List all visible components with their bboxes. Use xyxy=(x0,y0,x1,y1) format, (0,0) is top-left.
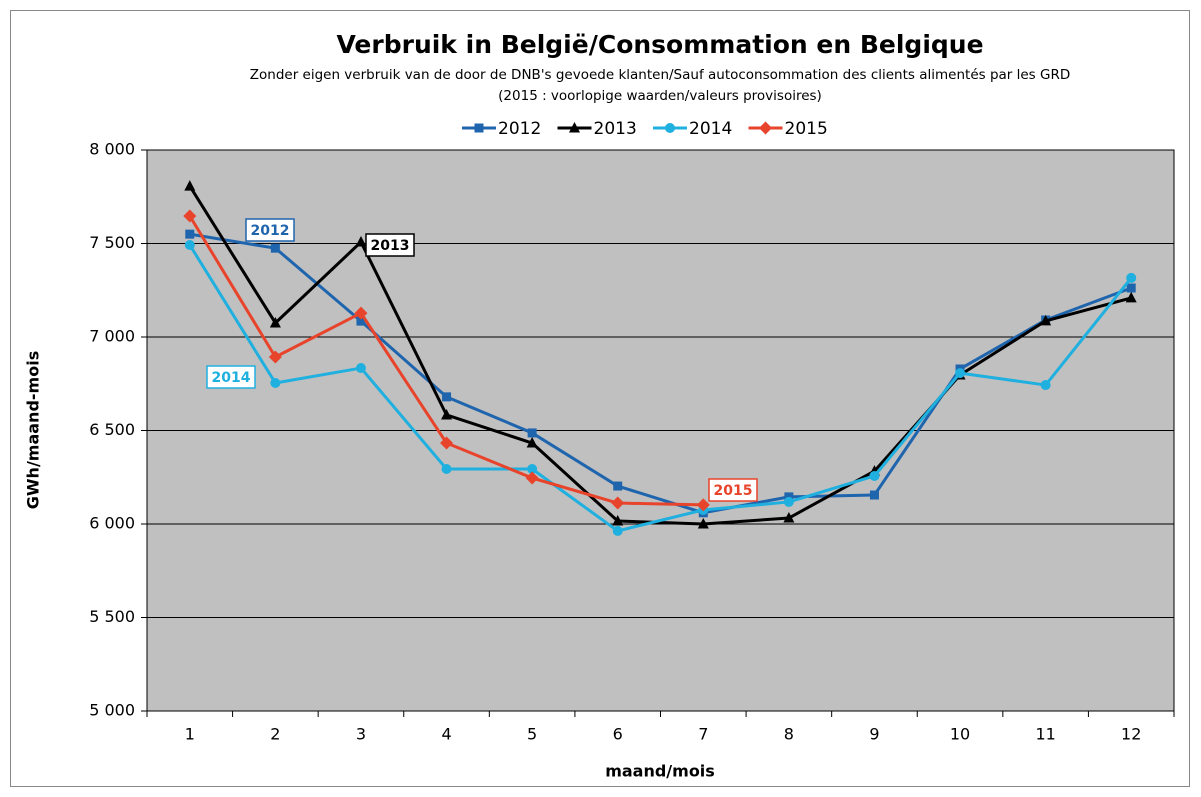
data-point xyxy=(269,316,281,328)
legend-label: 2013 xyxy=(594,119,637,139)
data-point xyxy=(441,408,453,420)
data-point xyxy=(527,428,537,438)
data-point xyxy=(268,350,282,364)
data-point xyxy=(183,209,197,223)
data-point xyxy=(612,525,623,536)
data-point xyxy=(1126,272,1137,283)
y-tick-label: 7 000 xyxy=(89,327,135,346)
x-tick-label: 3 xyxy=(356,725,366,744)
annotation: 2012 xyxy=(251,223,290,239)
data-point xyxy=(270,243,280,253)
data-point xyxy=(1040,380,1051,391)
data-point xyxy=(442,392,452,402)
data-point xyxy=(355,236,367,247)
legend-label: 2014 xyxy=(689,119,732,139)
x-tick-label: 11 xyxy=(1035,725,1055,744)
x-tick-label: 10 xyxy=(950,725,970,744)
data-point xyxy=(1126,283,1136,293)
data-point xyxy=(1125,291,1137,303)
annotation-box xyxy=(206,365,256,389)
data-point xyxy=(869,470,880,481)
legend-label: 2015 xyxy=(785,119,828,139)
data-point xyxy=(184,239,195,250)
x-tick-label: 5 xyxy=(527,725,537,744)
data-point xyxy=(697,518,709,529)
data-point xyxy=(527,464,538,475)
legend-label: 2012 xyxy=(498,119,541,139)
series-line xyxy=(189,232,1132,515)
legend-marker xyxy=(569,122,580,133)
data-point xyxy=(355,363,366,374)
annotation: 2014 xyxy=(212,370,251,386)
x-tick-label: 1 xyxy=(185,725,195,744)
x-tick-label: 6 xyxy=(613,725,623,744)
annotation-box xyxy=(365,233,415,257)
data-point xyxy=(784,492,794,502)
x-tick-label: 12 xyxy=(1121,725,1141,744)
x-tick-label: 7 xyxy=(698,725,708,744)
y-tick-label: 7 500 xyxy=(89,233,135,252)
legend-marker xyxy=(474,123,484,133)
x-tick-label: 9 xyxy=(869,725,879,744)
y-tick-label: 6 000 xyxy=(89,514,135,533)
data-point xyxy=(869,490,879,500)
data-point xyxy=(440,436,454,450)
annotation-box xyxy=(245,218,295,242)
data-point xyxy=(611,496,625,510)
chart-title: Verbruik in België/Consommation en Belgi… xyxy=(336,30,983,59)
y-tick-label: 5 000 xyxy=(89,701,135,720)
data-point xyxy=(783,496,794,507)
data-point xyxy=(1040,314,1052,326)
chart-subtitle: (2015 : voorlopige waarden/valeurs provi… xyxy=(498,88,822,104)
data-point xyxy=(441,464,452,475)
data-point xyxy=(184,180,196,191)
data-point xyxy=(526,437,538,448)
data-point xyxy=(525,471,539,485)
chart-subtitle: Zonder eigen verbruik van de door de DNB… xyxy=(250,67,1071,83)
data-point xyxy=(612,515,624,526)
y-tick-label: 8 000 xyxy=(89,140,135,159)
data-point xyxy=(696,498,710,512)
legend-marker xyxy=(665,123,675,133)
data-point xyxy=(354,306,368,320)
data-point xyxy=(270,378,281,389)
data-point xyxy=(356,316,366,326)
y-tick-label: 5 500 xyxy=(89,607,135,626)
data-point xyxy=(955,368,966,379)
data-point xyxy=(783,512,795,523)
x-tick-label: 2 xyxy=(270,725,280,744)
legend-marker xyxy=(759,121,772,135)
y-axis-label: GWh/maand-mois xyxy=(24,351,43,509)
x-tick-label: 4 xyxy=(441,725,451,744)
y-tick-label: 6 500 xyxy=(89,420,135,439)
data-point xyxy=(613,481,623,491)
series-line xyxy=(188,185,1132,526)
annotation-box xyxy=(708,478,758,502)
series-line xyxy=(188,244,1133,533)
data-point xyxy=(185,229,195,239)
annotation: 2013 xyxy=(371,238,410,254)
annotation: 2015 xyxy=(714,483,753,499)
x-tick-label: 8 xyxy=(784,725,794,744)
x-axis-label: maand/mois xyxy=(605,762,715,781)
